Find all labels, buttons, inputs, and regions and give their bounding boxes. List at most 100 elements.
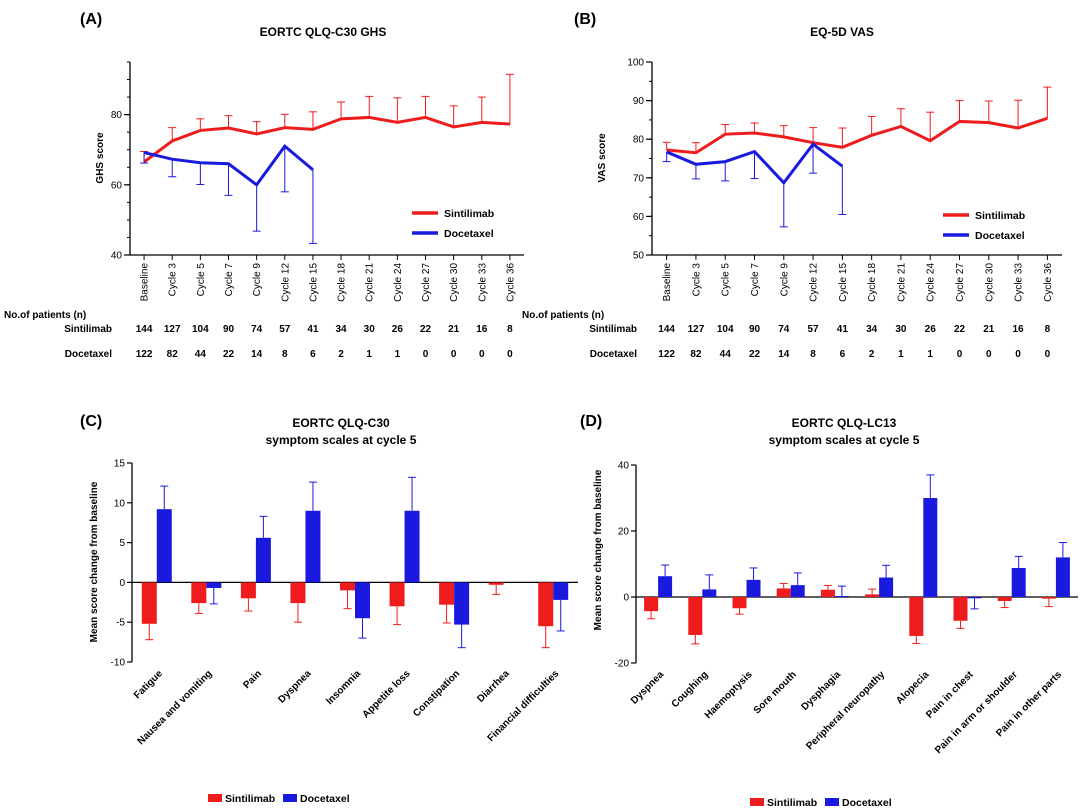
chart-b-legend-label-docetaxel: Docetaxel xyxy=(975,230,1025,242)
chart-c-ylabel: Mean score change from baseline xyxy=(89,481,100,642)
patients-count-sintilimab: 144 xyxy=(658,324,675,335)
chart-d-ylabel: Mean score change from baseline xyxy=(593,469,604,630)
patients-count-sintilimab: 30 xyxy=(895,324,907,335)
patients-count-docetaxel: 14 xyxy=(778,349,790,360)
patients-count-sintilimab: 74 xyxy=(778,324,790,335)
patients-count-docetaxel: 0 xyxy=(1015,349,1021,360)
patients-table-b-docetaxel-label: Docetaxel xyxy=(590,349,637,360)
patients-count-sintilimab: 90 xyxy=(749,324,761,335)
patients-count-docetaxel: 6 xyxy=(310,349,316,360)
chart-c-bar-sintilimab xyxy=(240,582,256,599)
chart-d-y-tick-label: 0 xyxy=(623,593,629,604)
chart-d-legend-swatch-sintilimab xyxy=(750,798,764,806)
chart-c-title: EORTC QLQ-C30 xyxy=(292,416,390,430)
chart-b-y-tick-label: 70 xyxy=(633,173,645,184)
chart-c-x-tick-label: Appetite loss xyxy=(360,668,412,720)
chart-b-x-tick-label: Cycle 36 xyxy=(1043,263,1054,302)
chart-b-x-tick-label: Baseline xyxy=(662,263,673,302)
patients-count-sintilimab: 22 xyxy=(954,324,966,335)
patients-count-docetaxel: 44 xyxy=(195,349,207,360)
patients-count-docetaxel: 2 xyxy=(869,349,875,360)
chart-c-x-tick-label: Fatigue xyxy=(132,668,165,701)
patients-count-docetaxel: 1 xyxy=(927,349,933,360)
patients-table-a-header: No.of patients (n) xyxy=(4,310,86,321)
chart-b-ylabel: VAS score xyxy=(597,133,608,183)
chart-c-subtitle: symptom scales at cycle 5 xyxy=(266,433,417,447)
chart-d-x-tick-label: Coughing xyxy=(670,669,711,710)
chart-a-x-tick-label: Cycle 3 xyxy=(168,263,179,297)
chart-d-bar-sintilimab xyxy=(776,588,791,597)
patients-count-docetaxel: 44 xyxy=(720,349,732,360)
chart-a-x-tick-label: Cycle 9 xyxy=(252,263,263,297)
chart-b-y-tick-label: 80 xyxy=(633,135,645,146)
patients-count-docetaxel: 22 xyxy=(223,349,235,360)
chart-a-x-tick-label: Cycle 15 xyxy=(308,263,319,302)
chart-a-ylabel: GHS score xyxy=(95,132,106,184)
chart-d-bar-sintilimab xyxy=(820,589,835,597)
chart-c-bar-docetaxel xyxy=(454,582,470,625)
chart-a-x-tick-label: Baseline xyxy=(140,263,151,302)
panel-letter-c: (C) xyxy=(80,413,102,430)
chart-a-x-tick-label: Cycle 7 xyxy=(224,263,235,297)
chart-d-subtitle: symptom scales at cycle 5 xyxy=(769,433,920,447)
chart-a-x-tick-label: Cycle 21 xyxy=(365,263,376,302)
chart-b-x-tick-label: Cycle 24 xyxy=(926,263,937,302)
patients-count-docetaxel: 22 xyxy=(749,349,761,360)
chart-a-x-tick-label: Cycle 33 xyxy=(477,263,488,302)
chart-d-bar-docetaxel xyxy=(658,576,673,597)
patients-count-sintilimab: 57 xyxy=(279,324,291,335)
chart-b-x-tick-label: Cycle 5 xyxy=(721,263,732,297)
patients-count-sintilimab: 34 xyxy=(336,324,348,335)
chart-c-bar-docetaxel xyxy=(255,537,271,583)
patients-table-a: No.of patients (n) Sintilimab Docetaxel … xyxy=(4,310,513,360)
chart-c-bar-docetaxel xyxy=(404,510,420,583)
chart-c-y-tick-label: -5 xyxy=(116,618,125,629)
chart-c-x-tick-label: Pain xyxy=(241,668,264,691)
chart-d-bar-sintilimab xyxy=(732,597,747,609)
patients-count-sintilimab: 34 xyxy=(866,324,878,335)
patients-count-docetaxel: 6 xyxy=(840,349,846,360)
chart-d-y-tick-label: -20 xyxy=(615,659,630,670)
chart-a-y-tick-label: 40 xyxy=(111,251,123,262)
chart-c-bar-sintilimab xyxy=(141,582,157,624)
chart-d-x-tick-label: Dyspnea xyxy=(629,669,667,707)
chart-d-bar-sintilimab xyxy=(1041,597,1056,599)
patients-count-sintilimab: 104 xyxy=(717,324,734,335)
chart-c-y-tick-label: -10 xyxy=(111,658,126,669)
chart-d-bar-docetaxel xyxy=(702,589,717,597)
chart-b-title: EQ-5D VAS xyxy=(810,25,874,39)
patients-table-a-docetaxel-row: 122 82 44 22 14 8 6 2 1 1 0 0 0 0 xyxy=(136,349,513,360)
chart-a-x-tick-label: Cycle 12 xyxy=(280,263,291,302)
patients-count-sintilimab: 30 xyxy=(364,324,376,335)
chart-b-x-tick-label: Cycle 18 xyxy=(867,263,878,302)
patients-count-docetaxel: 82 xyxy=(167,349,179,360)
patients-count-docetaxel: 2 xyxy=(338,349,344,360)
chart-d-bar-docetaxel xyxy=(790,585,805,597)
chart-d-title: EORTC QLQ-LC13 xyxy=(792,416,897,430)
chart-b-x-tick-label: Cycle 21 xyxy=(896,263,907,302)
patients-count-docetaxel: 8 xyxy=(810,349,816,360)
chart-c-legend-swatch-sintilimab xyxy=(208,794,222,802)
chart-c-y-tick-label: 0 xyxy=(119,578,125,589)
chart-a-x-tick-label: Cycle 36 xyxy=(505,263,516,302)
chart-d-legend-swatch-docetaxel xyxy=(825,798,839,806)
chart-d-x-tick-label: Pain in arm or shoulder xyxy=(933,669,1020,756)
chart-d-x-tick-label: Sore mouth xyxy=(752,669,799,716)
chart-c-bar-sintilimab xyxy=(488,582,504,585)
chart-a-x-tick-label: Cycle 30 xyxy=(449,263,460,302)
patients-table-a-sintilimab-label: Sintilimab xyxy=(64,324,112,335)
chart-d-bar-docetaxel xyxy=(1055,557,1070,597)
chart-c-bar-sintilimab xyxy=(538,582,554,627)
patients-count-sintilimab: 26 xyxy=(392,324,404,335)
patients-count-sintilimab: 104 xyxy=(192,324,209,335)
chart-a-x-tick-label: Cycle 18 xyxy=(337,263,348,302)
chart-a-legend-label-sintilimab: Sintilimab xyxy=(444,208,494,220)
patients-count-sintilimab: 22 xyxy=(420,324,432,335)
chart-d-legend-label-sintilimab: Sintilimab xyxy=(767,797,817,809)
patients-count-sintilimab: 16 xyxy=(1013,324,1025,335)
chart-c-legend-label-docetaxel: Docetaxel xyxy=(300,793,350,805)
patients-count-docetaxel: 14 xyxy=(251,349,263,360)
patients-count-sintilimab: 127 xyxy=(164,324,181,335)
chart-d-bar-docetaxel xyxy=(1011,567,1026,597)
